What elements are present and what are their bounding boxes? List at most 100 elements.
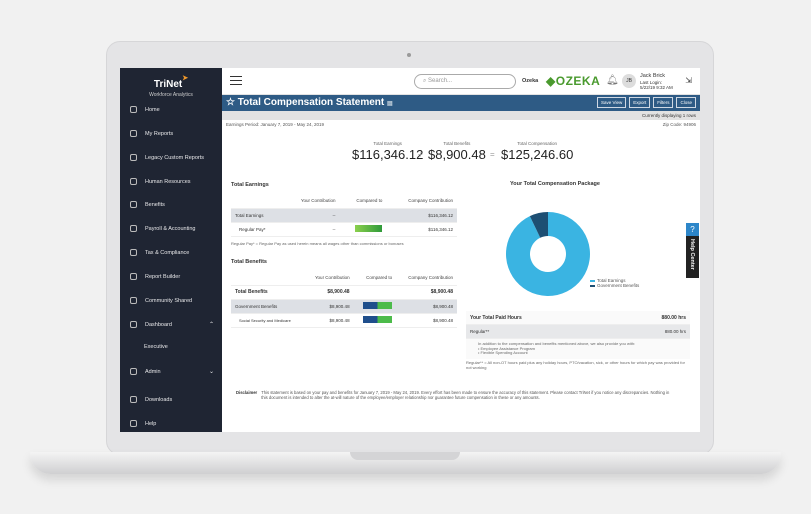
chevron-up-icon[interactable]: ⌃	[208, 322, 214, 328]
value: $125,246.60	[501, 147, 574, 162]
sidebar-item-help[interactable]: Help	[130, 420, 214, 427]
search-input[interactable]: ⌕ Search...	[414, 74, 516, 89]
cell: Government Benefits	[231, 299, 305, 314]
search-placeholder: Search...	[428, 78, 453, 84]
rows-status: Currently displaying 1 rows	[222, 111, 700, 120]
label: Total Earnings	[373, 141, 402, 146]
slice-total-earnings[interactable]	[506, 212, 590, 296]
company-logo-text: OZEKA	[555, 74, 601, 88]
help-label: Help Center	[689, 239, 695, 270]
company-logo: ◆OZEKA	[546, 74, 601, 88]
screen: TriNet➤ Workforce Analytics Home My Report…	[120, 68, 700, 432]
apps-icon[interactable]: ⇲	[685, 76, 692, 85]
sidebar: TriNet➤ Workforce Analytics Home My Report…	[120, 68, 222, 432]
document-icon[interactable]: ▤	[387, 101, 393, 107]
save-view-button[interactable]: Save View	[597, 97, 627, 108]
sidebar-item-admin[interactable]: Admin ⌄	[130, 368, 214, 375]
col-header: Compared to	[353, 270, 397, 286]
donut-chart	[506, 212, 590, 296]
disclaimer-label: Disclaimer	[236, 390, 258, 395]
zip-code: Zip Code: 94906	[662, 122, 696, 127]
sidebar-item-benefits[interactable]: Benefits	[130, 201, 214, 208]
cell: Total Earnings	[231, 208, 283, 223]
col-header: Your Contribution	[282, 193, 340, 209]
sidebar-item-legacy-custom-reports[interactable]: Legacy Custom Reports	[130, 154, 214, 161]
menu-icon[interactable]	[230, 76, 242, 85]
laptop-notch	[350, 452, 460, 460]
legend-label: Total Earnings	[597, 278, 626, 283]
table-row: Government Benefits $8,900.48 $8,900.48	[231, 299, 457, 314]
export-button[interactable]: Export	[629, 97, 651, 108]
sidebar-item-tax-compliance[interactable]: Tax & Compliance	[130, 249, 214, 256]
user-info: Jack Brick Last Login: 5/22/19 9:32 AM	[640, 73, 673, 91]
sidebar-item-label: Report Builder	[145, 273, 181, 280]
trinet-logo[interactable]: TriNet➤ Workforce Analytics	[120, 68, 222, 98]
sidebar-item-human-resources[interactable]: Human Resources	[130, 178, 214, 185]
col-header: Company Contribution	[386, 193, 457, 209]
hours-intro: In addition to the compensation and bene…	[478, 341, 636, 346]
sidebar-item-label: Legacy Custom Reports	[145, 154, 204, 161]
payroll-icon	[130, 225, 137, 232]
community-icon	[130, 297, 137, 304]
table-row: Total Earnings -- $116,346.12	[231, 208, 457, 223]
comparison-bar	[363, 302, 393, 309]
sidebar-item-payroll-accounting[interactable]: Payroll & Accounting	[130, 225, 214, 232]
chart-legend: Total Earnings Government Benefits	[590, 278, 639, 288]
cell: $8,900.48	[396, 285, 457, 300]
user-name: Jack Brick	[640, 73, 666, 79]
download-icon	[130, 396, 137, 403]
hours-row-value: 880.00 hrs	[664, 329, 686, 334]
list-text: Employee Assistance Program	[480, 345, 535, 351]
sidebar-item-label: My Reports	[145, 130, 174, 137]
sidebar-item-executive[interactable]: Executive	[130, 344, 214, 350]
help-center-tab[interactable]: ? Help Center	[686, 223, 699, 278]
list-text: Flexible Spending Account	[480, 350, 528, 355]
table-row: Total Benefits $8,900.48 $8,900.48	[231, 285, 457, 300]
legend-label: Government Benefits	[597, 283, 640, 288]
period-row: Earnings Period: January 7, 2019 - May 2…	[226, 122, 696, 127]
hr-icon	[130, 178, 137, 185]
slice-government-benefits[interactable]	[529, 212, 548, 238]
total-compensation-summary: Total Compensation $125,246.60	[501, 141, 573, 164]
hours-row-label: Regular**	[470, 329, 490, 334]
bell-icon[interactable]: 🔔︎	[606, 75, 619, 86]
sidebar-item-label: Downloads	[145, 396, 173, 403]
report-builder-icon	[130, 273, 137, 280]
list-item: • Employee Assistance Program	[478, 345, 535, 351]
paid-hours-panel: Your Total Paid Hours 880.00 hrs Regular*…	[466, 311, 690, 359]
benefits-icon	[130, 201, 137, 208]
disclaimer-text: This statement is based on your pay and …	[261, 390, 670, 400]
laptop-base	[30, 452, 781, 474]
close-button[interactable]: Close	[676, 97, 696, 108]
cell: $8,900.48	[304, 313, 354, 328]
comparison-bar	[355, 225, 383, 232]
disclaimer: Disclaimer This statement is based on you…	[236, 390, 676, 400]
cell: --	[282, 222, 340, 237]
sidebar-item-community-shared[interactable]: Community Shared	[130, 297, 214, 304]
dashboard-icon	[130, 321, 137, 328]
benefits-table: Your Contribution Compared to Company Cont…	[231, 270, 457, 328]
sidebar-item-label: Dashboard	[145, 321, 172, 328]
sidebar-item-downloads[interactable]: Downloads	[130, 396, 214, 403]
brand-sub: Workforce Analytics	[149, 92, 193, 98]
chevron-down-icon[interactable]: ⌄	[208, 369, 214, 375]
value: $116,346.12	[352, 147, 424, 162]
cell: $116,346.12	[386, 222, 457, 237]
sidebar-item-label: Community Shared	[145, 297, 193, 304]
sidebar-item-dashboard[interactable]: Dashboard ⌃	[130, 321, 214, 328]
value: $8,900.48	[428, 147, 486, 162]
brand: TriNet	[153, 79, 183, 90]
filters-button[interactable]: Filters	[653, 97, 674, 108]
sidebar-item-label: Benefits	[145, 201, 165, 208]
sidebar-item-home[interactable]: Home	[130, 106, 214, 113]
total-earnings-summary: Total Earnings $116,346.12	[352, 141, 423, 164]
company-selector[interactable]: Ozeka	[522, 78, 539, 84]
legacy-report-icon	[130, 154, 137, 161]
cell: $8,900.48	[304, 285, 354, 300]
top-bar: ⌕ Search... Ozeka ◆OZEKA 🔔︎ JB Jack Bric…	[222, 68, 700, 95]
earnings-note: Regular Pay* = Regular Pay as used herei…	[231, 241, 404, 246]
sidebar-item-report-builder[interactable]: Report Builder	[130, 273, 214, 280]
sidebar-item-my-reports[interactable]: My Reports	[130, 130, 214, 137]
earnings-title: Total Earnings	[231, 182, 269, 188]
avatar[interactable]: JB	[622, 74, 636, 88]
